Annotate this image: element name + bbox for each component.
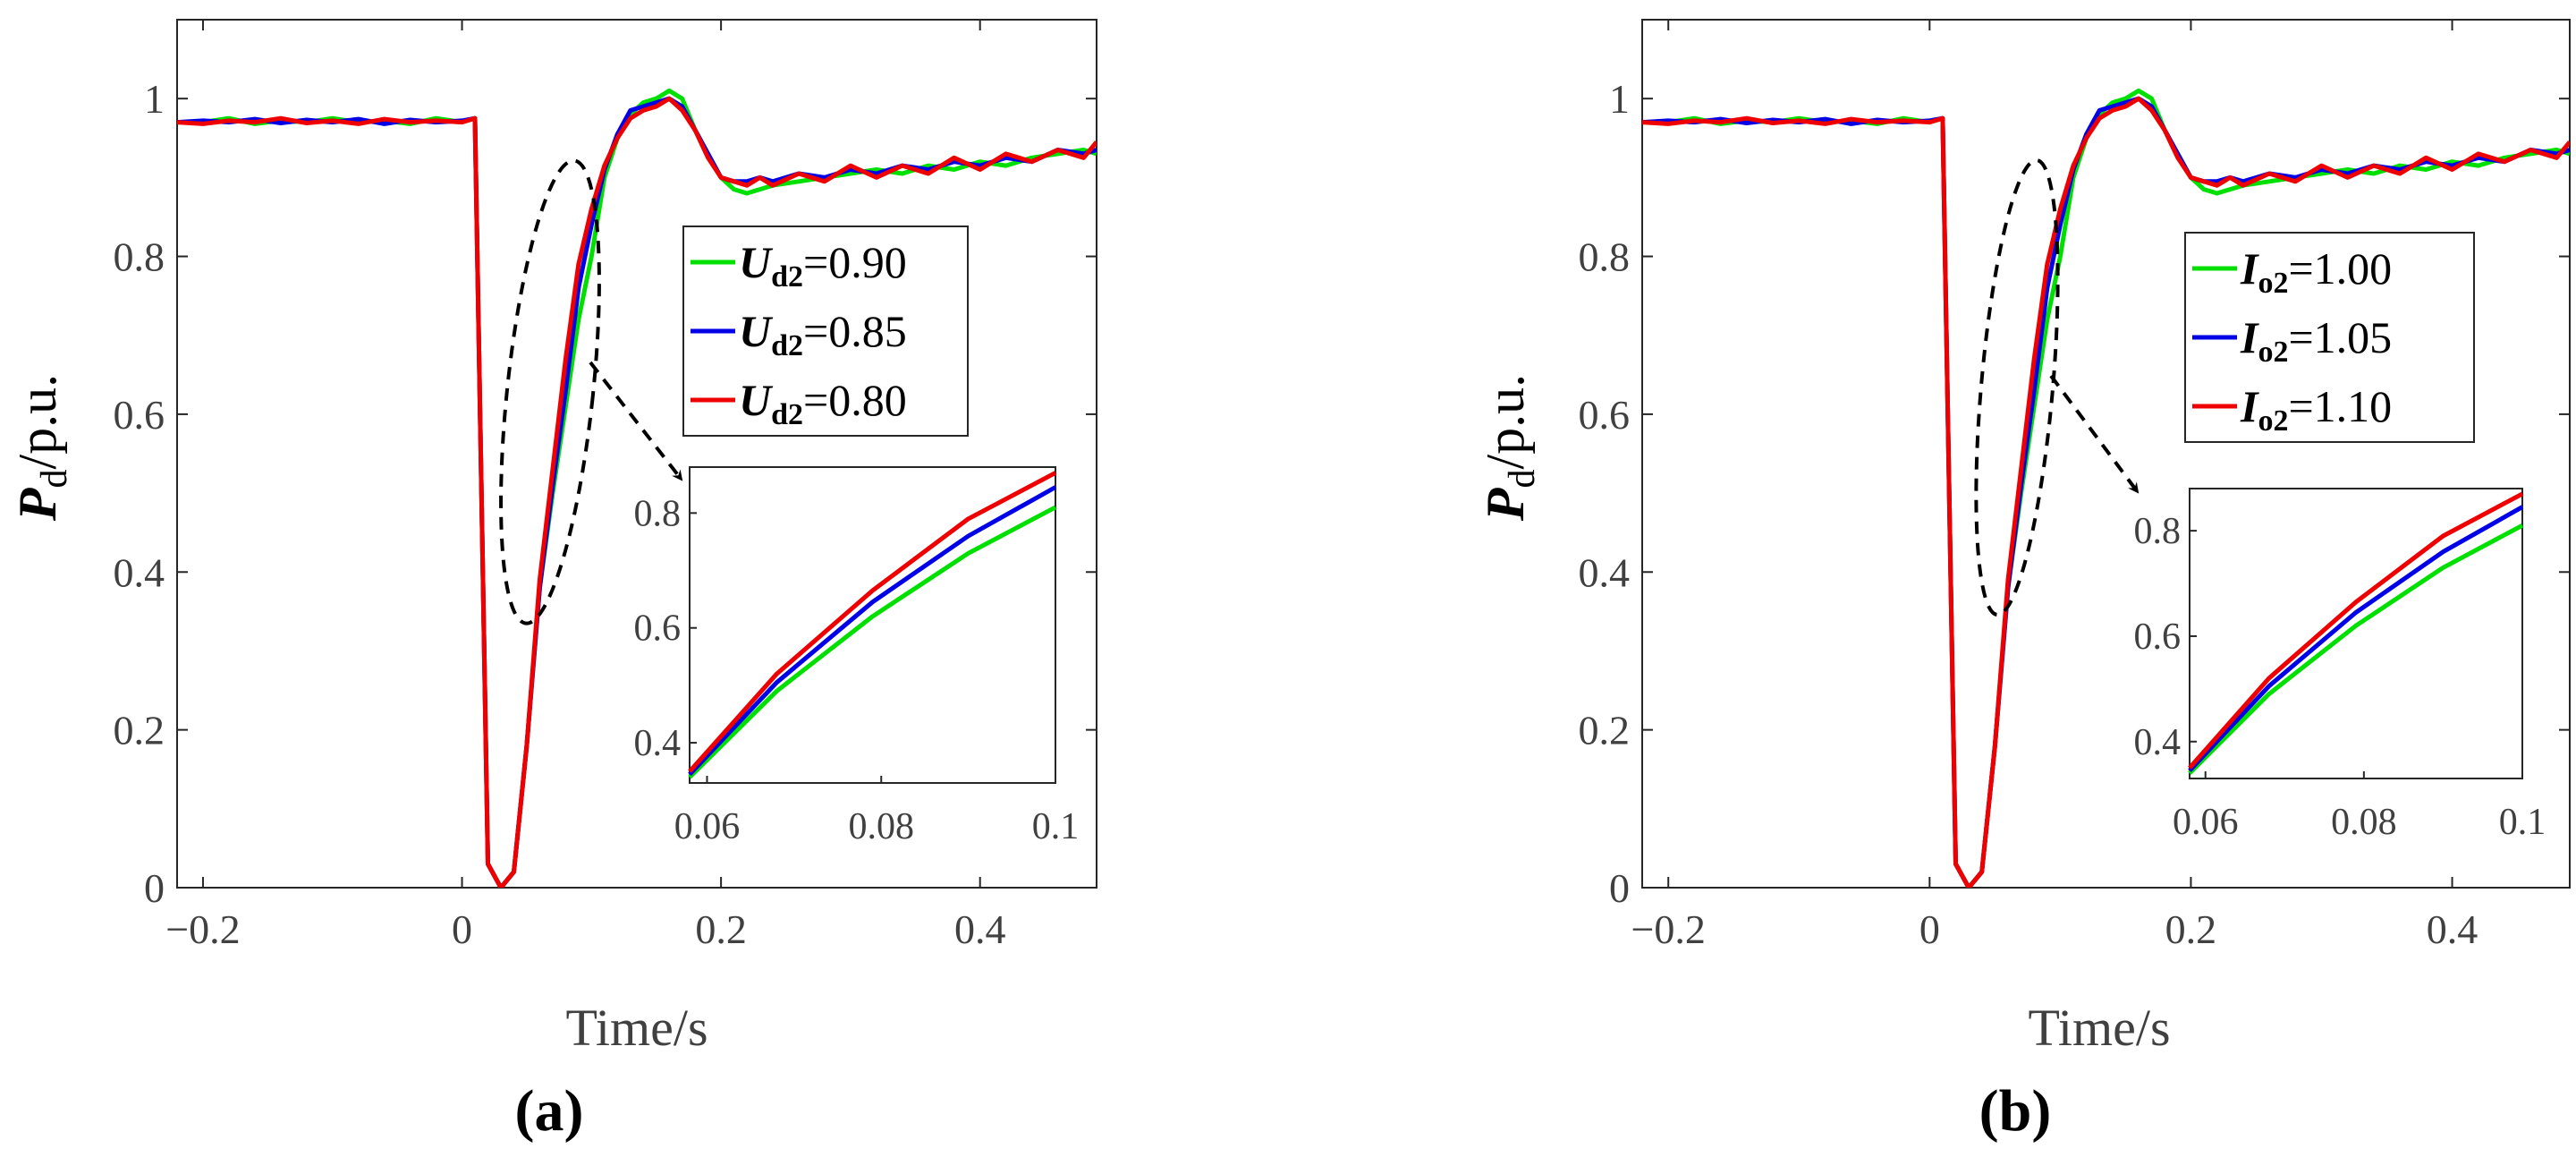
inset-y-tick-label: 0.4	[2134, 722, 2182, 763]
legend-entry: Io2=1.00	[2240, 243, 2392, 300]
legend-symbol: I	[2240, 243, 2259, 294]
inset-x-tick-label: 0.1	[1032, 806, 1080, 847]
zoom-arrow	[589, 361, 683, 481]
legend-symbol: U	[739, 237, 774, 287]
panel-label: (a)	[515, 1078, 584, 1144]
x-tick-label: 0.4	[2427, 906, 2479, 952]
x-axis-label: Time/s	[565, 999, 708, 1057]
legend-symbol: U	[739, 375, 774, 425]
x-tick-label: 0.4	[954, 906, 1006, 952]
inset-y-tick-label: 0.6	[634, 608, 682, 650]
chart-panel-b: −0.2 0 0.2 0.400.20.40.60.81Io2=1.00Io2=1.0…	[1476, 19, 2571, 1144]
y-axis-unit: /p.u.	[8, 374, 67, 470]
series-line-d2-2	[177, 96, 1097, 888]
y-tick-label: 0.4	[114, 549, 165, 595]
legend-value: =0.80	[803, 375, 907, 425]
y-axis-symbol: P	[8, 487, 67, 522]
legend-subscript: d2	[771, 398, 803, 431]
y-axis-symbol: P	[1476, 487, 1535, 522]
inset-x-tick-label: 0.1	[2499, 802, 2546, 843]
legend-entry: Io2=1.10	[2240, 381, 2392, 438]
y-axis-unit: /p.u.	[1476, 374, 1535, 470]
legend-value: =0.90	[803, 237, 907, 287]
legend-symbol: U	[739, 306, 774, 356]
legend-value: =1.10	[2288, 381, 2392, 431]
x-axis-label: Time/s	[2028, 999, 2170, 1057]
y-axis-subscript: d	[1502, 470, 1543, 489]
inset-y-tick-label: 0.4	[634, 723, 682, 764]
inset-box	[689, 466, 1056, 784]
inset-series-line	[688, 471, 1057, 773]
legend-entry: Io2=1.05	[2240, 312, 2392, 369]
y-axis-subscript: d	[34, 470, 75, 489]
legend-subscript: o2	[2258, 336, 2288, 369]
zoom-ellipse	[1974, 157, 2060, 617]
legend-entry: Ud2=0.90	[739, 237, 907, 294]
legend-value: =0.85	[803, 306, 907, 356]
inset-x-tick-label: 0.08	[848, 806, 914, 847]
series-line-o2-2	[1642, 96, 2570, 888]
inset-x-tick-label: 0.08	[2331, 802, 2397, 843]
inset-series-line	[2188, 491, 2524, 770]
inset-x-tick-label: 0.06	[2173, 802, 2239, 843]
legend-subscript: o2	[2258, 267, 2288, 300]
y-tick-label: 0	[1609, 865, 1630, 911]
inset-axes: 0.06 0.08 0.1 0.4 0.6 0.8	[2134, 488, 2546, 843]
y-axis-label: Pd/p.u.	[8, 374, 75, 522]
inset-x-tick-label: 0.06	[674, 806, 741, 847]
chart-panel-a: −0.2 0 0.2 0.400.20.40.60.81Ud2=0.90Ud2=0.8…	[8, 19, 1097, 1144]
legend-entry: Ud2=0.85	[739, 306, 907, 362]
x-tick-label: −0.2	[1631, 906, 1705, 952]
inset-series-line	[2188, 523, 2524, 775]
inset-series-line	[688, 485, 1057, 777]
zoom-arrow	[2049, 374, 2140, 494]
legend-value: =1.00	[2288, 243, 2392, 294]
inset-series-line	[2188, 505, 2524, 772]
legend-subscript: d2	[771, 329, 803, 362]
legend-value: =1.05	[2288, 312, 2392, 362]
legend-subscript: d2	[771, 260, 803, 294]
y-axis-label: Pd/p.u.	[1476, 374, 1543, 522]
y-tick-label: 0.2	[114, 708, 165, 753]
y-tick-label: 1	[144, 76, 165, 122]
y-tick-label: 0.6	[114, 392, 165, 438]
y-tick-label: 0.8	[114, 234, 165, 280]
x-tick-label: 0	[1919, 906, 1940, 952]
zoom-ellipse	[499, 158, 601, 625]
x-tick-label: 0.2	[2165, 906, 2217, 952]
x-tick-label: −0.2	[165, 906, 240, 952]
y-tick-label: 0.8	[1579, 234, 1631, 280]
inset-y-tick-label: 0.8	[634, 493, 682, 534]
legend-symbol: I	[2240, 312, 2259, 362]
x-tick-label: 0	[452, 906, 472, 952]
legend-symbol: I	[2240, 381, 2259, 431]
inset-box	[2189, 488, 2523, 779]
y-tick-label: 0.6	[1579, 392, 1631, 438]
legend-entry: Ud2=0.80	[739, 375, 907, 431]
panel-label: (b)	[1979, 1078, 2052, 1144]
y-tick-label: 0	[144, 865, 165, 911]
inset-y-tick-label: 0.6	[2134, 617, 2182, 658]
y-tick-label: 1	[1609, 76, 1630, 122]
legend-subscript: o2	[2258, 404, 2288, 438]
y-tick-label: 0.2	[1579, 708, 1631, 753]
inset-series-line	[688, 505, 1057, 779]
inset-axes: 0.06 0.08 0.1 0.4 0.6 0.8	[634, 466, 1080, 847]
inset-y-tick-label: 0.8	[2134, 511, 2182, 552]
x-tick-label: 0.2	[695, 906, 747, 952]
y-tick-label: 0.4	[1579, 549, 1631, 595]
